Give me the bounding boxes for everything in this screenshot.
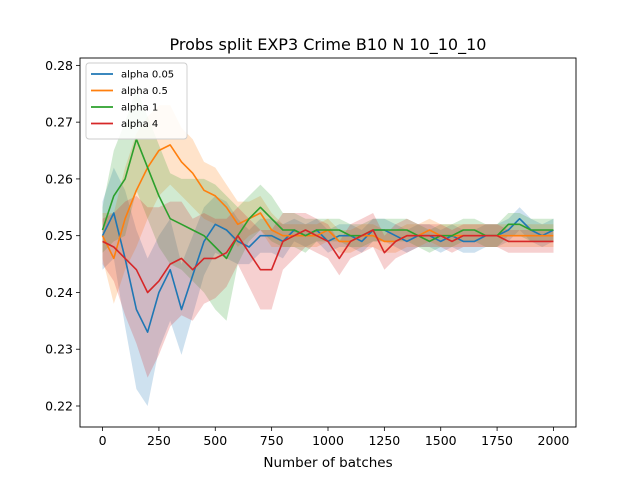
y-tick-label: 0.25	[45, 228, 73, 243]
y-tick-label: 0.27	[45, 115, 73, 130]
y-tick-label: 0.23	[45, 342, 73, 357]
legend-label-alpha-4: alpha 4	[121, 119, 158, 130]
y-tick-label: 0.28	[45, 58, 73, 73]
series-line-alpha-1	[101, 138, 554, 260]
band-alpha-0-05	[102, 167, 554, 406]
x-axis-ticks: 0 250 500 750 1000 1250 1500 1750 2000	[99, 427, 570, 448]
x-tick-label: 0	[99, 433, 107, 448]
x-tick-label: 500	[203, 433, 227, 448]
x-tick-label: 750	[260, 433, 284, 448]
x-tick-label: 1500	[425, 433, 457, 448]
y-tick-label: 0.26	[45, 171, 73, 186]
x-tick-label: 250	[147, 433, 171, 448]
y-tick-label: 0.24	[45, 285, 73, 300]
x-tick-label: 1250	[368, 433, 400, 448]
x-tick-label: 1000	[312, 433, 344, 448]
x-axis-label: Number of batches	[263, 455, 392, 471]
y-tick-label: 0.22	[45, 398, 73, 413]
legend-label-alpha-1: alpha 1	[121, 103, 158, 114]
legend-box	[85, 62, 188, 140]
chart-title: Probs split EXP3 Crime B10 N 10_10_10	[170, 35, 487, 55]
band-alpha-1	[102, 88, 554, 321]
series-line-alpha-4	[102, 229, 554, 294]
series-lines	[101, 138, 554, 334]
y-axis-ticks: 0.22 0.23 0.24 0.25 0.26 0.27 0.28	[45, 58, 80, 413]
x-tick-label: 2000	[538, 433, 570, 448]
legend-label-alpha-0-05: alpha 0.05	[121, 70, 174, 81]
legend: alpha 0.05 alpha 0.5 alpha 1 alpha 4	[85, 62, 188, 140]
x-tick-label: 1750	[481, 433, 513, 448]
legend-label-alpha-0-5: alpha 0.5	[121, 86, 168, 97]
